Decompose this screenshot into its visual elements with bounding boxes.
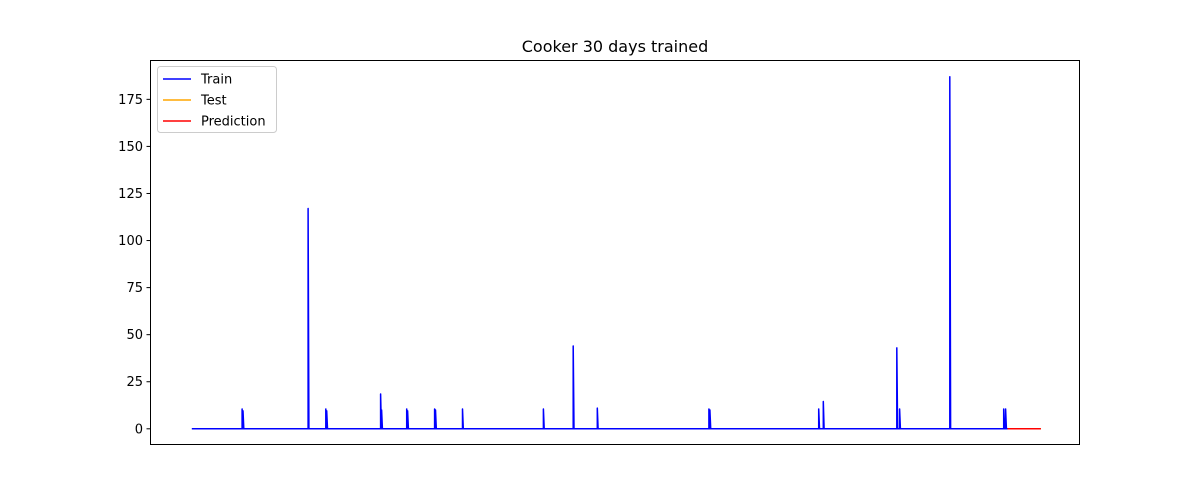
y-tick-label: 150 (118, 140, 143, 155)
legend: Train Test Prediction (157, 66, 277, 133)
legend-box (157, 66, 277, 133)
series-line-train (191, 76, 1008, 430)
y-axis: 0 25 50 75 100 125 150 175 (118, 93, 150, 437)
plot-area (191, 76, 1041, 430)
y-tick-label: 50 (126, 328, 143, 343)
axes-frame (150, 60, 1080, 445)
legend-label-test: Test (200, 94, 227, 109)
legend-label-train: Train (200, 73, 232, 88)
y-tick-label: 75 (126, 281, 143, 296)
y-tick-label: 125 (118, 187, 143, 202)
y-tick-label: 100 (118, 234, 143, 249)
y-tick-label: 0 (135, 422, 143, 437)
y-tick-label: 175 (118, 93, 143, 108)
chart-title: Cooker 30 days trained (522, 37, 709, 56)
y-tick-label: 25 (126, 375, 143, 390)
legend-label-prediction: Prediction (201, 115, 266, 130)
